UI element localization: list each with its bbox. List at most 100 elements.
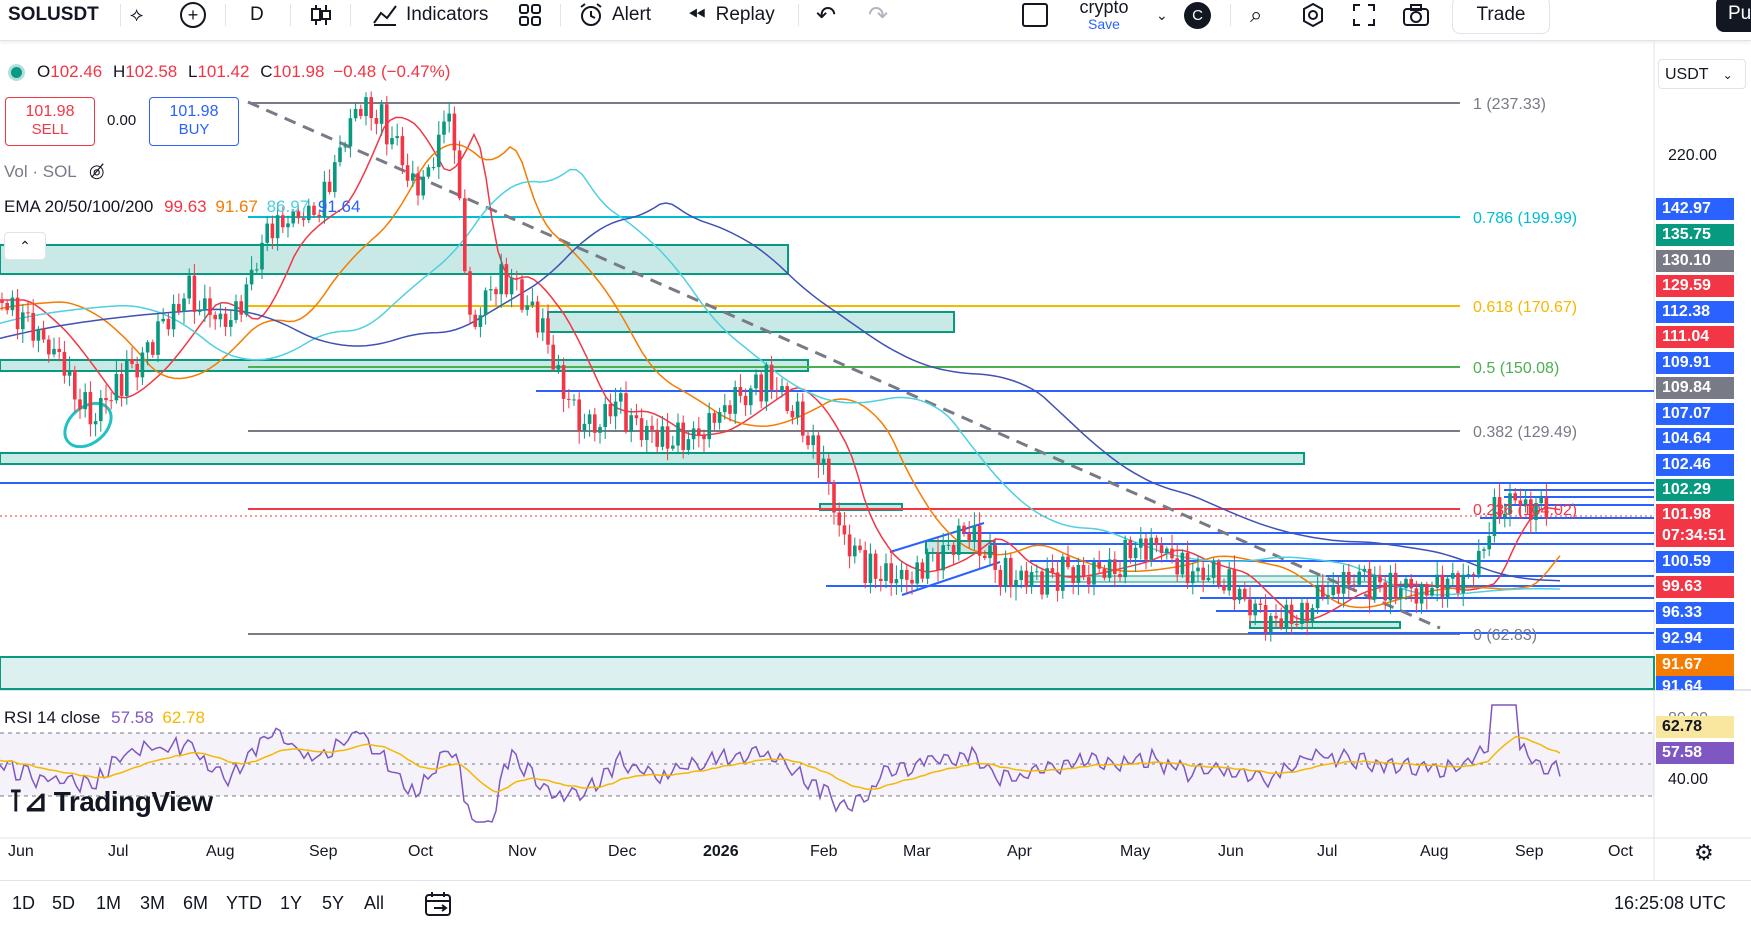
period-button[interactable]: 3M bbox=[140, 893, 166, 913]
sell-button[interactable]: 101.98 SELL bbox=[5, 97, 95, 146]
candle-body bbox=[671, 445, 675, 449]
interval-button[interactable]: D bbox=[250, 0, 264, 30]
vol-label: Vol · SOL bbox=[4, 162, 77, 181]
candle-body bbox=[702, 434, 706, 440]
candle-body bbox=[1300, 602, 1304, 625]
indicators-button[interactable]: Indicators bbox=[372, 0, 488, 30]
ema-legend[interactable]: EMA 20/50/100/200 99.63 91.67 86.97 91.6… bbox=[4, 197, 360, 217]
trade-button[interactable]: Trade bbox=[1452, 0, 1550, 34]
period-button[interactable]: 6M bbox=[183, 893, 209, 913]
rsi-line bbox=[0, 704, 1561, 823]
redo-icon[interactable]: ↷ bbox=[868, 1, 889, 29]
undo-icon[interactable]: ↶ bbox=[816, 1, 837, 29]
candle-body bbox=[551, 344, 555, 370]
collapse-legend-button[interactable]: ⌃ bbox=[4, 232, 46, 260]
currency-select[interactable]: USDT ⌄ bbox=[1658, 59, 1746, 89]
fib-label: 0.618 (170.67) bbox=[1473, 299, 1577, 316]
period-button[interactable]: 1D bbox=[12, 893, 36, 913]
channel-line[interactable] bbox=[901, 561, 1001, 596]
period-button[interactable]: 1Y bbox=[280, 893, 303, 913]
candle-body bbox=[530, 301, 535, 306]
candle-body bbox=[151, 342, 155, 355]
candle-body bbox=[1102, 568, 1107, 578]
compare-add-icon[interactable]: + bbox=[180, 0, 212, 30]
zone-rect bbox=[0, 656, 1655, 690]
candle-body bbox=[972, 525, 977, 541]
rsi-legend[interactable]: RSI 14 close 57.58 62.78 bbox=[4, 708, 205, 728]
symbol-search[interactable]: SOLUSDT bbox=[8, 0, 99, 30]
candle-body bbox=[827, 458, 831, 483]
candle-body bbox=[967, 532, 971, 541]
camera-icon[interactable] bbox=[1402, 0, 1430, 30]
candle-body bbox=[832, 482, 836, 513]
live-dot-icon bbox=[8, 64, 25, 82]
fib-label: 0.786 (199.99) bbox=[1473, 210, 1577, 227]
candle-body bbox=[463, 198, 467, 272]
favorite-icon[interactable]: ⟡ bbox=[130, 3, 144, 26]
price-tag: 130.10 bbox=[1656, 250, 1734, 272]
volume-legend[interactable]: Vol · SOL ◎̸ bbox=[4, 161, 105, 182]
lightning-search-icon[interactable]: ⌕ bbox=[1250, 2, 1263, 27]
price-chart[interactable]: 1 (237.33) 0.786 (199.99) 0.618 (170.67)… bbox=[0, 40, 1751, 884]
avatar[interactable]: C bbox=[1184, 2, 1211, 29]
candle-body bbox=[67, 370, 72, 376]
settings-gear-icon[interactable]: ⚙ bbox=[1694, 840, 1714, 865]
candle-body bbox=[104, 397, 108, 401]
candle-body bbox=[1331, 585, 1335, 596]
period-button[interactable]: 1M bbox=[96, 893, 122, 913]
date-range-icon[interactable] bbox=[424, 891, 454, 922]
chevron-down-icon[interactable]: ⌄ bbox=[1156, 6, 1168, 23]
period-button[interactable]: All bbox=[364, 893, 385, 913]
candle-body bbox=[213, 314, 217, 320]
utc-clock[interactable]: 16:25:08 UTC bbox=[1614, 893, 1727, 913]
templates-icon[interactable] bbox=[518, 0, 542, 30]
alert-button[interactable]: Alert bbox=[578, 0, 651, 30]
trendline-dashed[interactable] bbox=[247, 100, 1441, 630]
candle-body bbox=[1315, 584, 1320, 609]
price-tag: 129.59 bbox=[1656, 275, 1734, 297]
price-tag: 07:34:51 bbox=[1656, 525, 1734, 547]
replay-button[interactable]: ⏪︎ Replay bbox=[688, 0, 775, 30]
ema-line bbox=[0, 143, 1561, 609]
channel-line[interactable] bbox=[889, 522, 985, 553]
candle-body bbox=[801, 401, 805, 436]
layout-name-button[interactable]: crypto Save bbox=[1074, 0, 1134, 31]
time-axis-label: Oct bbox=[408, 843, 433, 860]
candle-body bbox=[1159, 545, 1164, 554]
layout-icon[interactable] bbox=[1022, 0, 1048, 30]
candlesticks[interactable] bbox=[0, 91, 1549, 642]
candle-body bbox=[879, 578, 883, 582]
candle-body bbox=[946, 544, 951, 546]
period-button[interactable]: 5D bbox=[52, 893, 76, 913]
candle-body bbox=[577, 399, 581, 431]
candle-body bbox=[754, 374, 758, 389]
publish-button[interactable]: Pu bbox=[1716, 0, 1751, 32]
candle-body bbox=[1373, 574, 1377, 600]
candle-body bbox=[62, 352, 67, 376]
candle-body bbox=[504, 264, 509, 295]
buy-button[interactable]: 101.98 BUY bbox=[149, 97, 239, 146]
period-button[interactable]: 5Y bbox=[322, 893, 345, 913]
candle-body bbox=[1165, 548, 1169, 554]
tradingview-logo: ⊺⊿ TradingView bbox=[8, 785, 213, 818]
candle-body bbox=[1196, 567, 1200, 572]
candle-body bbox=[889, 563, 893, 584]
candle-body bbox=[411, 173, 415, 181]
gear-icon[interactable] bbox=[1300, 0, 1326, 30]
fullscreen-icon[interactable] bbox=[1352, 0, 1376, 30]
candle-body bbox=[291, 211, 295, 224]
candle-body bbox=[1248, 599, 1252, 616]
candles-icon[interactable] bbox=[310, 0, 332, 30]
candle-body bbox=[494, 289, 498, 295]
candle-body bbox=[983, 555, 987, 559]
divider bbox=[290, 4, 291, 26]
eye-off-icon[interactable]: ◎̸ bbox=[88, 161, 105, 181]
candle-body bbox=[1055, 572, 1060, 591]
candle-body bbox=[1310, 608, 1315, 622]
candle-body bbox=[73, 370, 77, 400]
candle-body bbox=[567, 398, 571, 400]
annotation-ellipse[interactable] bbox=[57, 394, 120, 455]
time-axis-label: Oct bbox=[1608, 843, 1633, 860]
period-button[interactable]: YTD bbox=[226, 893, 262, 913]
candle-body bbox=[733, 387, 737, 414]
